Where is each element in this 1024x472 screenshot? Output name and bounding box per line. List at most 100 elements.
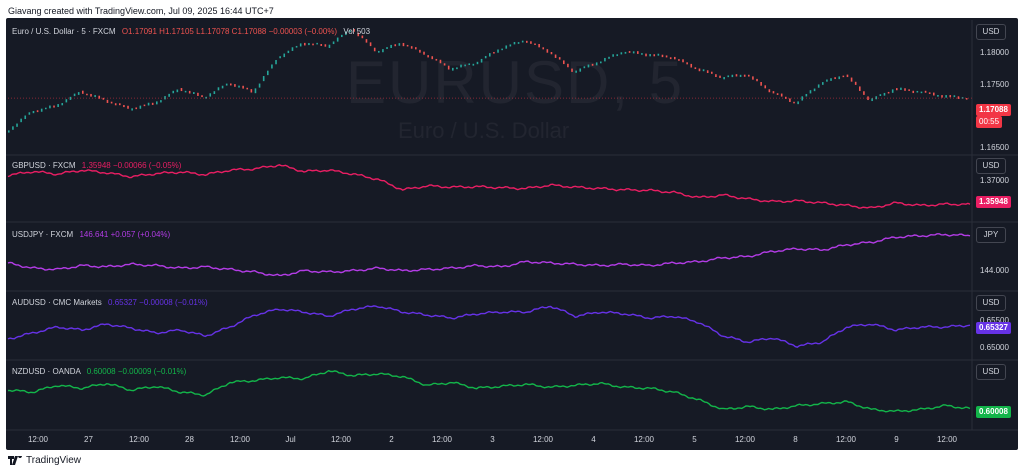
candle <box>102 97 105 100</box>
x-tick: 2 <box>389 435 394 444</box>
candle <box>320 44 323 46</box>
candle <box>702 69 705 72</box>
y-tick: 1.37000 <box>980 176 1009 185</box>
watermark-name: Euro / U.S. Dollar <box>398 118 570 143</box>
candle <box>945 95 947 98</box>
x-tick: 27 <box>84 435 93 444</box>
candle <box>106 99 109 103</box>
pane-value: 1.35948 −0.00066 (−0.05%) <box>81 161 182 170</box>
pane-value: 146.641 +0.057 (+0.04%) <box>79 230 171 239</box>
candle <box>94 95 96 98</box>
candle <box>554 54 557 58</box>
candle <box>32 110 35 114</box>
candle <box>427 55 429 58</box>
currency-button-gbpusd[interactable]: USD <box>976 158 1006 174</box>
candle <box>567 63 569 68</box>
candle <box>908 89 910 91</box>
candle <box>65 99 68 103</box>
candle <box>90 93 92 97</box>
currency-button-audusd[interactable]: USD <box>976 295 1006 311</box>
currency-button-usdjpy[interactable]: JPY <box>976 227 1006 243</box>
candle <box>402 42 405 47</box>
candle <box>813 88 816 92</box>
candle <box>694 67 697 70</box>
candle <box>641 53 643 55</box>
candle <box>752 76 754 80</box>
candle <box>780 93 783 97</box>
candle <box>378 50 380 53</box>
currency-button-eurusd[interactable]: USD <box>976 24 1006 40</box>
candle <box>398 43 401 46</box>
candle <box>98 95 101 99</box>
last-price-eurusd: 1.17088 <box>976 104 1011 116</box>
candle <box>69 96 72 100</box>
candle <box>513 41 516 45</box>
candle <box>686 62 688 65</box>
candle <box>61 103 64 106</box>
candle <box>353 28 355 32</box>
candle <box>859 86 861 91</box>
candle <box>234 84 236 87</box>
x-tick: 12:00 <box>532 435 554 444</box>
candle <box>793 101 795 104</box>
candle <box>949 95 952 98</box>
candle <box>600 61 602 64</box>
chart-frame[interactable]: EURUSD, 5 Euro / U.S. Dollar <box>6 18 1018 450</box>
candle <box>867 96 869 101</box>
candle <box>406 44 409 47</box>
candle <box>332 41 335 45</box>
candle <box>760 81 762 86</box>
candle <box>357 32 360 37</box>
candle <box>571 68 573 72</box>
candle <box>238 85 240 88</box>
candle <box>674 56 676 60</box>
candle <box>563 60 565 65</box>
candle <box>312 43 314 46</box>
tradingview-logo-icon <box>8 454 22 465</box>
candle <box>295 45 298 48</box>
y-tick: 0.65500 <box>980 316 1009 325</box>
candle <box>53 105 55 108</box>
candle <box>390 44 392 48</box>
candle <box>213 91 216 94</box>
candle <box>521 40 524 43</box>
candle <box>147 102 150 106</box>
candle <box>920 91 923 94</box>
candle <box>509 44 512 47</box>
pane-symbol: Euro / U.S. Dollar · 5 · FXCM <box>12 27 116 36</box>
pane-label-audusd: AUDUSD · CMC Markets 0.65327 −0.00008 (−… <box>12 298 208 307</box>
candle <box>826 79 828 82</box>
candle <box>49 105 51 109</box>
y-tick: 1.18000 <box>980 48 1009 57</box>
candle <box>12 126 14 130</box>
candle <box>727 75 730 78</box>
y-tick: 1.17500 <box>980 80 1009 89</box>
candle <box>468 63 471 66</box>
candle <box>493 52 495 54</box>
pane-volume: Vol 503 <box>343 27 371 36</box>
candle <box>254 88 257 94</box>
candle <box>743 74 746 77</box>
pane-value: 0.65327 −0.00008 (−0.01%) <box>108 298 208 307</box>
x-tick: 12:00 <box>633 435 655 444</box>
pane-symbol: GBPUSD · FXCM <box>12 161 76 170</box>
candle <box>883 92 886 96</box>
candle <box>817 84 820 88</box>
pane-value: 0.60008 −0.00009 (−0.01%) <box>86 367 187 376</box>
candle <box>131 108 133 111</box>
candle <box>933 92 935 96</box>
x-tick: 4 <box>591 435 596 444</box>
candle <box>941 95 943 98</box>
x-tick: 5 <box>692 435 697 444</box>
x-tick: 12:00 <box>835 435 857 444</box>
bar-timer: 00:55 <box>976 116 1003 128</box>
candle <box>896 88 898 91</box>
candle <box>176 89 179 93</box>
candle <box>735 74 738 77</box>
candle <box>299 43 302 47</box>
candle <box>394 44 397 47</box>
currency-button-nzdusd[interactable]: USD <box>976 364 1006 380</box>
candle <box>957 96 960 99</box>
candle <box>706 70 709 74</box>
